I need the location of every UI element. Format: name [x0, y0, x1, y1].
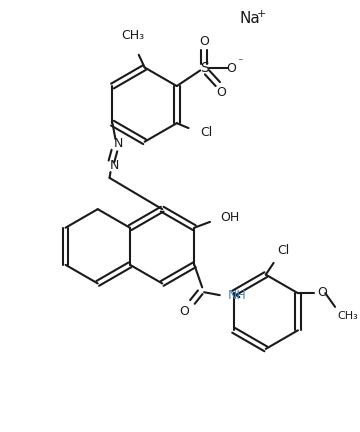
Text: S: S: [200, 61, 208, 76]
Text: CH₃: CH₃: [337, 311, 358, 321]
Text: O: O: [318, 286, 327, 299]
Text: N: N: [110, 159, 119, 172]
Text: CH₃: CH₃: [121, 29, 144, 42]
Text: Na: Na: [239, 11, 260, 26]
Text: O: O: [180, 305, 189, 318]
Text: N: N: [114, 137, 123, 150]
Text: Cl: Cl: [278, 244, 290, 257]
Text: NH: NH: [228, 289, 246, 302]
Text: O: O: [226, 62, 237, 75]
Text: OH: OH: [220, 211, 239, 225]
Text: O: O: [216, 86, 226, 99]
Text: ⁻: ⁻: [237, 57, 243, 67]
Text: +: +: [257, 9, 266, 19]
Text: Cl: Cl: [200, 127, 212, 140]
Text: O: O: [199, 35, 209, 48]
